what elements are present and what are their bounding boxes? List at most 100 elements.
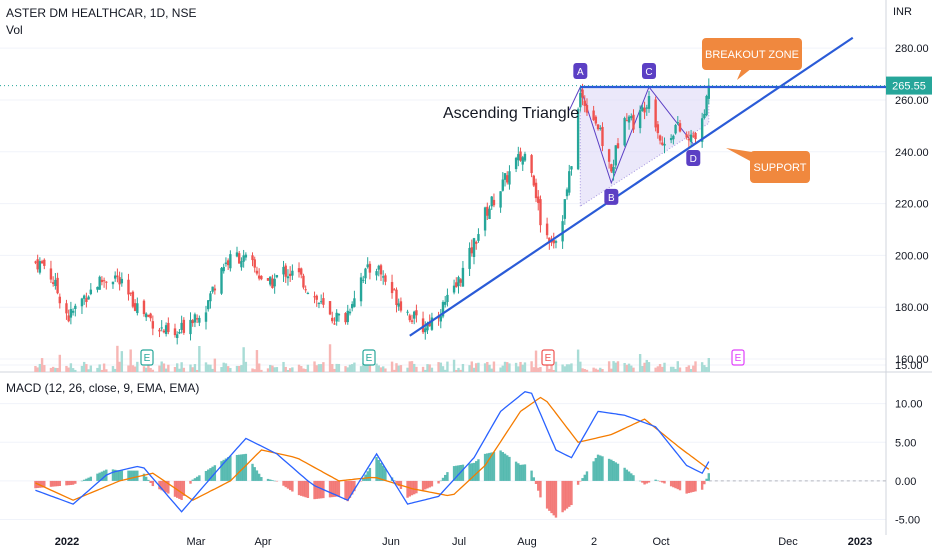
candle — [576, 109, 580, 170]
macd-histogram-bar — [224, 458, 228, 481]
volume-bar — [120, 351, 124, 372]
volume-bar — [645, 359, 648, 372]
candle — [703, 113, 706, 119]
volume-bar — [362, 362, 365, 372]
volume-bar — [395, 363, 398, 372]
candle — [315, 295, 318, 300]
candle — [375, 271, 378, 276]
axes: 280.00 260.00 240.00 220.00 200.00 180.00 160.… — [55, 43, 932, 548]
volume-bar — [444, 369, 447, 372]
volume-bar — [521, 364, 524, 372]
macd-histogram-bar — [362, 477, 365, 481]
volume-bar — [306, 364, 310, 372]
earnings-marker — [731, 349, 745, 366]
candle — [492, 199, 496, 206]
volume-bar — [638, 354, 642, 372]
candle — [195, 318, 199, 320]
candle — [561, 221, 564, 242]
volume-bar — [116, 345, 119, 372]
candle — [663, 143, 666, 146]
macd-histogram-bar — [136, 470, 139, 481]
candle — [116, 275, 119, 278]
time-tick-label: 2 — [591, 536, 597, 548]
support-trendline — [409, 36, 854, 337]
volume-bar — [424, 369, 427, 372]
macd-histogram-bar — [579, 480, 582, 482]
volume-bar — [576, 349, 580, 372]
candle — [297, 268, 301, 273]
candle — [127, 279, 130, 295]
volume-bar — [703, 365, 706, 372]
currency-label: INR — [893, 6, 912, 18]
symbol-title[interactable]: ASTER DM HEALTHCAR, 1D, NSE — [6, 6, 197, 20]
volume-bar — [69, 363, 73, 372]
candle — [654, 99, 657, 128]
candle — [362, 279, 365, 281]
volume-bar — [67, 367, 70, 372]
macd-histogram-bar — [182, 480, 186, 496]
candle — [490, 196, 493, 207]
candle — [238, 253, 241, 264]
earnings-marker — [362, 349, 376, 366]
macd-histogram-bar — [331, 480, 334, 498]
macd-histogram-bar — [381, 465, 385, 481]
macd-histogram-bar — [576, 480, 580, 485]
candle — [160, 327, 163, 329]
volume-bar — [160, 361, 163, 372]
macd-label[interactable]: MACD (12, 26, close, 9, EMA, EMA) — [6, 381, 200, 395]
time-tick-label: Dec — [778, 536, 798, 548]
macd-histogram-bar — [284, 480, 287, 488]
volume-bar — [415, 366, 418, 372]
macd-histogram-bar — [353, 480, 356, 492]
candle — [428, 321, 431, 327]
candle — [344, 313, 347, 323]
volume-bar — [592, 367, 595, 372]
macd-line — [35, 390, 710, 513]
volume-bar — [213, 358, 217, 372]
volume-bar — [506, 362, 509, 372]
macd-histogram-bar — [397, 480, 400, 487]
candle — [384, 275, 387, 282]
macd-histogram-bar — [238, 454, 241, 481]
macd-histogram-bar — [550, 480, 553, 514]
volume-bar — [164, 368, 168, 372]
macd-histogram-bar — [366, 471, 369, 481]
candle — [328, 301, 332, 315]
candle — [506, 175, 509, 183]
candle — [488, 208, 491, 219]
candle — [34, 261, 37, 263]
candle — [468, 247, 471, 269]
volume-bar — [607, 361, 611, 372]
candle — [105, 281, 108, 283]
macd-histogram-bar — [455, 465, 458, 481]
volume-bar — [337, 363, 341, 372]
volume-label[interactable]: Vol — [6, 23, 23, 37]
volume-bar — [344, 366, 347, 372]
volume-bar — [647, 362, 651, 372]
macd-histogram-bar — [147, 479, 150, 481]
volume-bar — [222, 362, 225, 372]
macd-histogram-bar — [508, 456, 511, 481]
macd-histogram-bar — [333, 480, 336, 497]
macd-histogram-bar — [570, 480, 573, 506]
volume-bar — [477, 362, 480, 372]
volume-bar — [34, 366, 37, 372]
macd-histogram-bar — [446, 472, 449, 481]
volume-bar — [105, 369, 108, 372]
macd-histogram-bar — [561, 480, 564, 513]
annotations: A B C D Ascending Triangle BREAKOUT ZONE SUPPO… — [140, 38, 810, 366]
candle — [390, 282, 394, 294]
volume-bar — [514, 362, 518, 372]
macd-histogram-bar — [120, 470, 124, 481]
triangle-fill — [579, 86, 710, 208]
candle — [286, 276, 290, 279]
candle — [676, 122, 679, 124]
candle — [705, 95, 708, 116]
volume-bar — [483, 363, 487, 372]
volume-bar — [676, 361, 679, 372]
volume-bar — [508, 363, 511, 372]
macd-histogram-bar — [306, 480, 310, 498]
volume-bar — [470, 361, 473, 372]
macd-histogram-bar — [282, 480, 285, 486]
